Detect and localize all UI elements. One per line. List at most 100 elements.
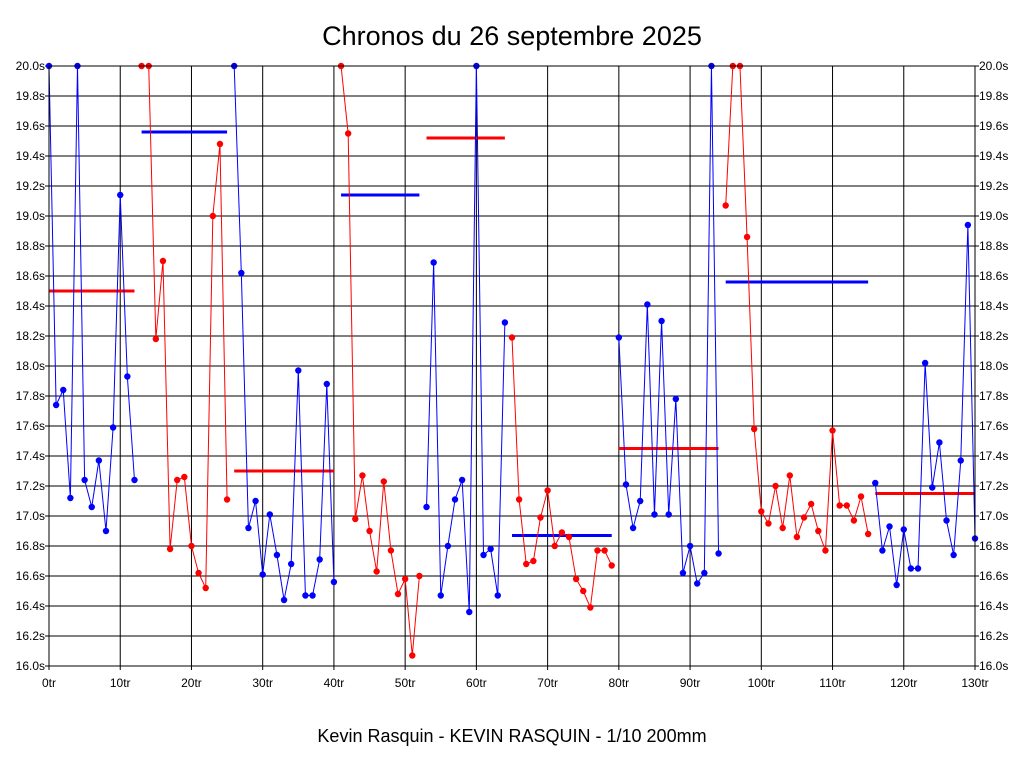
data-point bbox=[765, 520, 772, 527]
data-point bbox=[202, 584, 209, 592]
data-point bbox=[437, 592, 444, 599]
data-point bbox=[352, 515, 359, 523]
data-point bbox=[302, 592, 309, 599]
y-tick-label-left: 19.4s bbox=[16, 149, 45, 163]
data-point bbox=[480, 551, 487, 559]
y-tick-label-left: 19.8s bbox=[16, 89, 45, 103]
data-point bbox=[430, 259, 437, 266]
data-point bbox=[523, 560, 530, 568]
y-tick-label-left: 16.2s bbox=[16, 629, 45, 643]
data-point bbox=[772, 482, 779, 490]
y-tick-label-left: 18.6s bbox=[16, 269, 45, 283]
data-point bbox=[252, 497, 259, 505]
data-point bbox=[914, 565, 922, 572]
data-point bbox=[287, 560, 295, 568]
data-point bbox=[587, 604, 594, 611]
data-point bbox=[815, 527, 822, 535]
data-point bbox=[672, 395, 680, 403]
y-tick-label-right: 17.2s bbox=[979, 479, 1008, 493]
y-tick-label-left: 17.6s bbox=[16, 419, 45, 433]
data-point bbox=[530, 557, 537, 565]
data-point bbox=[843, 502, 850, 509]
data-point bbox=[181, 473, 188, 481]
data-point bbox=[401, 575, 409, 583]
x-tick-label: 90tr bbox=[680, 676, 701, 690]
data-point bbox=[166, 545, 174, 553]
data-point bbox=[409, 652, 416, 659]
data-point bbox=[836, 502, 843, 509]
data-point bbox=[366, 527, 373, 535]
y-tick-label-right: 18.0s bbox=[979, 359, 1008, 373]
y-tick-label-right: 17.0s bbox=[979, 509, 1008, 523]
x-tick-label: 0tr bbox=[42, 676, 56, 690]
data-point bbox=[665, 511, 672, 518]
data-point bbox=[60, 386, 67, 394]
data-point bbox=[701, 569, 708, 577]
y-tick-label-right: 16.2s bbox=[979, 629, 1008, 643]
data-point bbox=[957, 457, 964, 464]
data-point bbox=[174, 476, 181, 484]
y-tick-label-right: 18.2s bbox=[979, 329, 1008, 343]
x-tick-label: 70tr bbox=[537, 676, 558, 690]
data-point bbox=[893, 581, 900, 589]
data-point bbox=[943, 517, 950, 524]
data-point bbox=[644, 301, 651, 308]
data-point bbox=[857, 493, 865, 500]
data-point bbox=[864, 530, 872, 538]
data-point bbox=[380, 478, 387, 485]
data-point bbox=[551, 542, 558, 550]
x-tick-label: 130tr bbox=[961, 676, 988, 690]
data-point bbox=[850, 517, 858, 524]
y-tick-label-left: 18.8s bbox=[16, 239, 45, 253]
data-point bbox=[886, 523, 893, 530]
data-point bbox=[52, 401, 60, 409]
data-point bbox=[458, 476, 466, 484]
data-point bbox=[807, 500, 815, 508]
x-tick-label: 100tr bbox=[748, 676, 775, 690]
data-point bbox=[373, 568, 380, 575]
y-tick-label-left: 16.8s bbox=[16, 539, 45, 553]
y-tick-label-left: 17.0s bbox=[16, 509, 45, 523]
data-point bbox=[280, 596, 288, 604]
data-point bbox=[102, 527, 110, 535]
data-point bbox=[515, 496, 523, 503]
chart-subtitle: Kevin Rasquin - KEVIN RASQUIN - 1/10 200… bbox=[317, 726, 706, 746]
data-point bbox=[245, 524, 252, 532]
data-point bbox=[615, 334, 623, 341]
series-line-run-4 bbox=[340, 65, 420, 656]
data-point bbox=[124, 373, 131, 380]
chart-title: Chronos du 26 septembre 2025 bbox=[322, 21, 702, 51]
y-tick-label-right: 17.4s bbox=[979, 449, 1008, 463]
data-point bbox=[209, 212, 217, 220]
data-point bbox=[444, 542, 452, 550]
x-tick-label: 10tr bbox=[110, 676, 131, 690]
data-point bbox=[608, 562, 615, 569]
x-tick-label: 60tr bbox=[466, 676, 487, 690]
data-point bbox=[694, 580, 701, 587]
data-point bbox=[651, 511, 658, 518]
axis-ticks: 16.0s 16.0s 16.2s 16.2s 16.4s 16.4s 16.6s 16.6s… bbox=[16, 59, 1009, 690]
data-point bbox=[580, 587, 587, 595]
data-point bbox=[800, 514, 808, 521]
data-point bbox=[544, 487, 551, 494]
y-tick-label-left: 16.0s bbox=[16, 659, 45, 673]
x-tick-label: 110tr bbox=[819, 676, 845, 690]
data-point bbox=[88, 503, 95, 511]
grid bbox=[48, 65, 976, 667]
data-point bbox=[743, 233, 751, 241]
data-point bbox=[188, 542, 195, 550]
data-point bbox=[387, 547, 395, 554]
y-tick-label-right: 16.4s bbox=[979, 599, 1008, 613]
data-point bbox=[238, 269, 245, 277]
data-point bbox=[758, 508, 765, 515]
data-point bbox=[195, 569, 202, 577]
data-point bbox=[423, 503, 430, 511]
data-point bbox=[67, 494, 74, 502]
data-point bbox=[658, 317, 665, 325]
data-point bbox=[964, 221, 972, 229]
y-tick-label-right: 18.4s bbox=[979, 299, 1008, 313]
y-tick-label-right: 19.0s bbox=[979, 209, 1008, 223]
y-tick-label-right: 17.8s bbox=[979, 389, 1008, 403]
data-point bbox=[779, 524, 786, 532]
